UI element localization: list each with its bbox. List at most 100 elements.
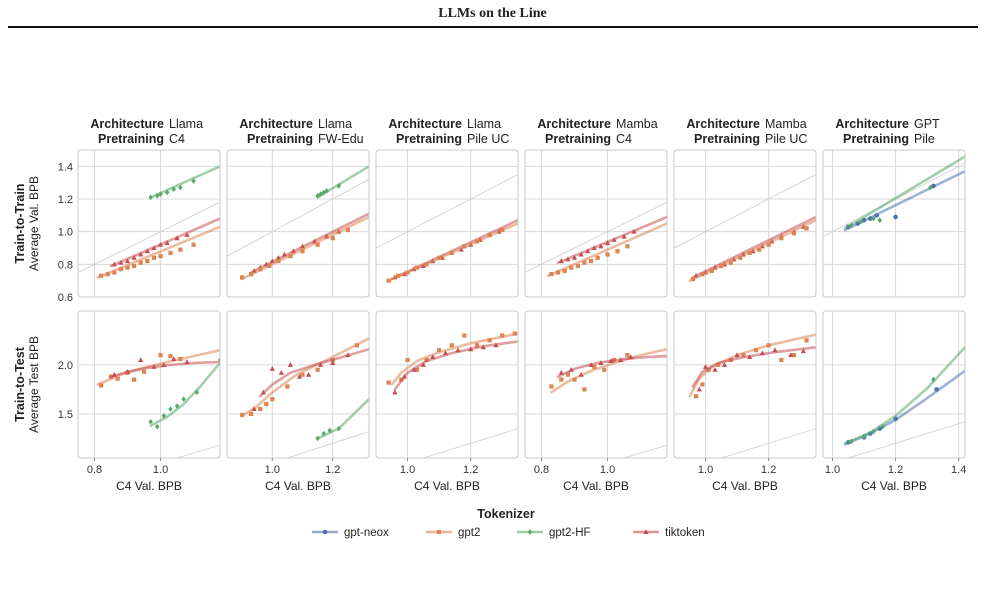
data-point-tiktoken [628,354,634,360]
y-tick-label: 0.6 [58,292,73,304]
fit-line-tiktoken [109,217,220,268]
panel-frame [822,310,966,459]
data-point-tiktoken [269,258,275,264]
data-point-tiktoken [702,364,709,369]
data-point-tiktoken [611,237,617,242]
facet-header-4: Architecture Mamba Pretraining Pile UC [686,117,807,146]
fit-line-gpt2 [96,225,220,279]
data-point-gpt2 [555,270,561,275]
data-point-gpt2 [258,406,263,412]
data-point-gpt2 [572,377,577,382]
data-point-tiktoken [747,354,753,360]
reference-line-y-equals-x [525,201,667,273]
x-tick-label: 1.0 [698,464,713,476]
fit-line-tiktoken [258,347,369,398]
panel-plot-area [376,150,518,297]
data-point-gpt2 [191,242,196,247]
facet-key-pretraining: Pretraining [843,132,909,146]
panel-plot-area [227,150,369,297]
facet-key-architecture: Architecture [835,117,909,131]
data-point-gpt2 [615,249,620,254]
data-point-tiktoken [591,245,597,250]
data-point-gpt2-HF [880,423,886,430]
x-tick-label: 0.8 [87,464,102,476]
panel-background [227,311,369,458]
facet-key-pretraining: Pretraining [694,132,760,146]
data-point-tiktoken [318,362,324,367]
data-point-gpt2 [168,250,173,255]
data-point-gpt2 [300,372,305,377]
data-point-gpt2-HF [161,413,167,419]
x-axis-label: C4 Val. BPB [116,479,182,493]
fit-line-gpt2 [546,222,667,278]
data-point-gpt-neox [868,216,873,221]
row-title: Train-to-Test [13,346,27,422]
fit-line-tiktoken [691,346,816,388]
facet-header-1: Architecture Llama Pretraining FW-Edu [239,117,363,146]
data-point-tiktoken [171,356,177,362]
data-point-gpt2 [178,356,183,362]
data-point-gpt2 [690,276,696,282]
data-point-gpt2 [414,367,420,372]
data-point-gpt2 [141,369,147,374]
data-point-gpt-neox [934,387,939,392]
legend-item-gpt2-HF: gpt2-HF [517,527,591,539]
facet-header-2: Architecture Llama Pretraining Pile UC [388,117,509,146]
data-point-gpt2-HF [148,194,153,201]
data-point-tiktoken [124,258,131,264]
data-point-gpt2-HF [858,219,864,225]
data-point-gpt2 [449,343,454,348]
panel-plot-area [823,150,965,297]
fit-line-gpt2-HF [843,155,965,230]
panel-frame [226,310,370,459]
data-point-gpt2 [602,367,607,372]
data-point-gpt2-HF [324,188,329,194]
data-point-gpt2 [625,244,630,249]
data-point-gpt2 [178,247,183,252]
data-point-gpt2-HF [321,430,326,437]
data-point-gpt-neox [893,214,898,220]
panel-background [376,150,518,297]
y-tick-label: 1.4 [58,161,73,173]
panel-plot-area [525,311,667,458]
data-point-tiktoken [330,360,336,365]
data-point-tiktoken [604,240,611,246]
facet-header-3: Architecture Mamba Pretraining C4 [537,117,657,146]
panel-r1-c4: 1.0 1.2 C4 Val. BPB [673,310,817,493]
data-point-gpt-neox [931,183,936,189]
facet-value-architecture: Llama [467,117,501,131]
data-point-tiktoken [598,360,604,365]
data-point-gpt2 [766,242,771,247]
data-point-tiktoken [296,373,303,379]
data-point-gpt2-HF [931,376,936,383]
data-point-tiktoken [608,358,614,363]
data-point-tiktoken [260,389,266,395]
panel-plot-area [674,311,816,458]
facet-value-architecture: GPT [914,117,940,131]
facet-key-architecture: Architecture [686,117,760,131]
reference-line-y-equals-x [719,428,816,458]
data-point-gpt2-HF [158,191,163,197]
data-point-tiktoken [299,243,306,249]
data-point-gpt2 [592,364,597,369]
data-point-gpt2-HF [171,186,176,192]
facet-value-pretraining: Pile UC [765,132,807,146]
data-point-gpt2 [118,267,124,272]
panel-r1-c5: 1.0 1.2 1.4 C4 Val. BPB [822,310,966,493]
data-point-tiktoken [278,369,284,375]
facet-value-pretraining: C4 [616,132,632,146]
data-point-tiktoken [269,366,275,371]
data-point-tiktoken [631,228,637,234]
data-point-gpt2-HF [217,357,220,363]
data-point-gpt2 [240,412,245,417]
fit-line-gpt2 [390,332,518,386]
data-point-gpt2 [779,357,784,363]
reference-line-y-equals-x [78,201,220,273]
data-point-gpt2 [582,260,587,265]
data-point-tiktoken [468,346,474,352]
data-point-gpt2-HF [871,215,876,222]
panel-plot-area [376,311,518,458]
data-point-gpt2-HF [194,389,200,396]
data-point-gpt2 [462,333,467,338]
panel-background [525,311,667,458]
